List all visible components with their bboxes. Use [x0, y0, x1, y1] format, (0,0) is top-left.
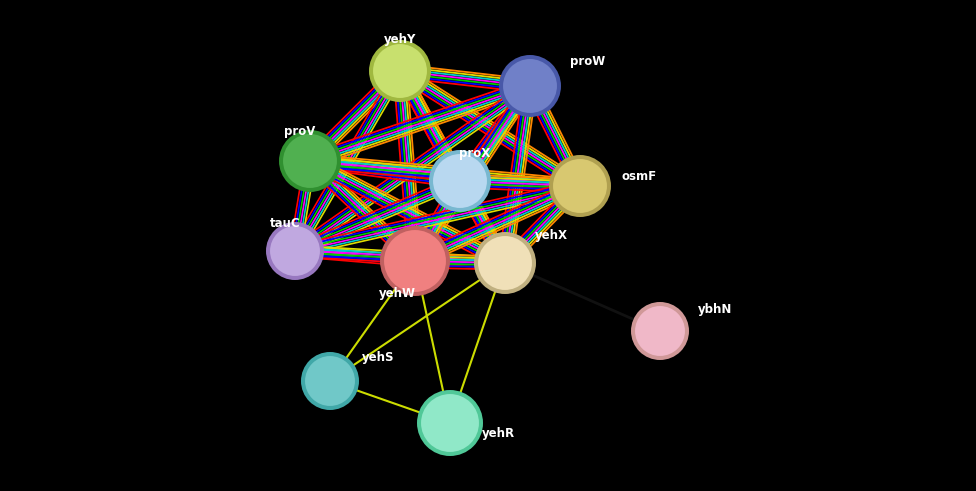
Text: osmF: osmF	[622, 169, 657, 183]
Circle shape	[477, 235, 533, 291]
Text: proW: proW	[570, 55, 605, 67]
Circle shape	[266, 222, 324, 280]
Circle shape	[383, 229, 447, 293]
Circle shape	[369, 40, 431, 102]
Circle shape	[301, 352, 359, 410]
Circle shape	[432, 153, 488, 209]
Text: yehW: yehW	[379, 287, 416, 300]
Circle shape	[634, 305, 686, 357]
Circle shape	[282, 133, 338, 189]
Text: yehY: yehY	[384, 32, 416, 46]
Text: yehX: yehX	[535, 228, 568, 242]
Text: ybhN: ybhN	[698, 302, 732, 316]
Circle shape	[417, 390, 483, 456]
Text: proX: proX	[460, 146, 491, 160]
Circle shape	[499, 55, 561, 117]
Circle shape	[502, 58, 558, 114]
Text: proV: proV	[284, 125, 315, 137]
Circle shape	[269, 225, 321, 277]
Text: yehS: yehS	[362, 351, 394, 363]
Circle shape	[420, 393, 480, 453]
Text: yehR: yehR	[482, 427, 515, 439]
Circle shape	[631, 302, 689, 360]
Circle shape	[474, 232, 536, 294]
Circle shape	[549, 155, 611, 217]
Circle shape	[552, 158, 608, 214]
Circle shape	[380, 226, 450, 296]
Text: tauC: tauC	[269, 217, 301, 229]
Circle shape	[304, 355, 356, 407]
Circle shape	[429, 150, 491, 212]
Circle shape	[279, 130, 341, 192]
Circle shape	[372, 43, 428, 99]
